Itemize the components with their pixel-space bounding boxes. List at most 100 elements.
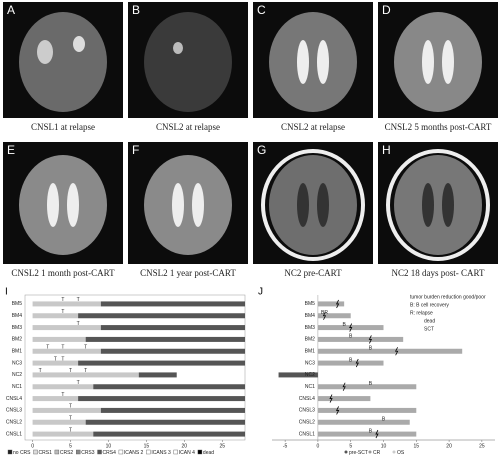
ventricle — [317, 183, 329, 227]
panel-caption: CNSL2 at relapse — [156, 122, 220, 132]
row-label: NC3 — [12, 360, 22, 366]
event-mark: T — [54, 356, 57, 362]
legend-label: B: B cell recovery — [410, 302, 449, 308]
event-mark: T — [77, 321, 80, 327]
row-label: NC3 — [305, 360, 315, 366]
brain — [269, 155, 357, 255]
panel-letter: A — [7, 3, 15, 17]
panel-letter: F — [132, 143, 139, 157]
x-tick-label: 15 — [144, 443, 150, 449]
event-mark: T — [84, 368, 87, 374]
event-mark: T — [39, 368, 42, 374]
panel-letter: H — [382, 143, 391, 157]
ventricle — [297, 40, 309, 84]
sct-mark — [329, 394, 333, 403]
row-label: NC2 — [12, 372, 22, 378]
crs-segment — [32, 348, 101, 354]
ventricle — [442, 183, 454, 227]
crs-segment — [32, 336, 86, 342]
event-mark: B — [382, 417, 386, 423]
event-mark: T — [77, 380, 80, 386]
brain — [144, 12, 232, 112]
crs-segment — [32, 396, 79, 402]
panel-caption: NC2 pre-CART — [284, 268, 342, 278]
legend-label: CRS2 — [60, 450, 74, 456]
x-tick-label: 0 — [31, 443, 34, 449]
legend-swatch — [97, 449, 102, 455]
event-mark: T — [69, 368, 72, 374]
brain — [394, 12, 482, 112]
row-label: CNSL1 — [299, 431, 315, 437]
row-label: BM4 — [305, 313, 316, 319]
panel-caption: CNSL2 5 months post-CART — [385, 122, 492, 132]
skull — [261, 149, 365, 261]
lesion — [37, 40, 53, 64]
ventricle — [422, 183, 434, 227]
followup-segment — [93, 431, 245, 437]
legend-label: dead — [203, 450, 214, 456]
crs-segment — [32, 301, 101, 307]
brain — [19, 155, 107, 255]
legend-swatch — [173, 449, 178, 455]
crs-segment — [32, 419, 86, 425]
legend-swatch — [197, 449, 203, 455]
row-label: CNSL2 — [6, 420, 22, 426]
crs-segment — [32, 313, 79, 319]
panel-letter: D — [382, 3, 391, 17]
x-tick-label: 20 — [446, 443, 452, 449]
crs-segment — [32, 431, 94, 437]
row-label: CNSL4 — [299, 396, 315, 402]
legend-swatch — [118, 449, 124, 455]
bar — [317, 407, 417, 413]
sct-mark — [394, 347, 399, 356]
legend-dot — [368, 450, 372, 454]
ventricle — [67, 183, 79, 227]
row-label: BM2 — [305, 337, 316, 343]
row-label: BM3 — [305, 325, 316, 331]
legend-label: no CRS — [13, 450, 31, 456]
panel-letter: E — [7, 143, 15, 157]
event-mark: T — [61, 309, 64, 315]
crs-segment — [32, 360, 79, 366]
row-label: BM3 — [12, 325, 23, 331]
panel-letter: G — [257, 143, 266, 157]
sct-mark — [335, 299, 340, 309]
sct-mark — [335, 406, 340, 415]
bar — [317, 348, 463, 354]
ventricle — [47, 183, 59, 227]
legend-dot — [344, 450, 348, 454]
legend-label: CRS1 — [39, 450, 53, 456]
brain — [269, 12, 357, 112]
x-tick-label: 0 — [317, 443, 320, 449]
crs-segment — [32, 325, 101, 331]
ventricle — [172, 183, 184, 227]
ventricle — [442, 40, 454, 84]
brain — [19, 12, 107, 112]
brain — [144, 155, 232, 255]
legend-label: ICANS 3 — [151, 450, 171, 456]
row-label: BM1 — [12, 349, 23, 355]
followup-segment — [100, 301, 246, 307]
legend-swatch — [33, 449, 38, 455]
x-tick-label: 5 — [69, 443, 72, 449]
legend-label: CRS4 — [103, 450, 117, 456]
event-mark: T — [69, 404, 72, 410]
lesion — [73, 36, 85, 52]
bar — [278, 372, 318, 378]
crs-segment — [32, 384, 94, 390]
event-mark: T — [61, 345, 64, 351]
x-tick-label: 25 — [479, 443, 485, 449]
row-label: NC1 — [305, 384, 315, 390]
panel-caption: NC2 18 days post- CART — [392, 268, 485, 278]
legend-label: R: relapse — [410, 310, 433, 316]
x-tick-label: 20 — [182, 443, 188, 449]
event-mark: B — [369, 346, 373, 352]
followup-segment — [85, 336, 245, 342]
skull — [386, 149, 490, 261]
row-label: CNSL3 — [6, 408, 22, 414]
x-tick-label: 5 — [349, 443, 352, 449]
sct-mark — [375, 429, 379, 439]
followup-segment — [100, 348, 246, 354]
event-mark: B — [349, 357, 353, 363]
